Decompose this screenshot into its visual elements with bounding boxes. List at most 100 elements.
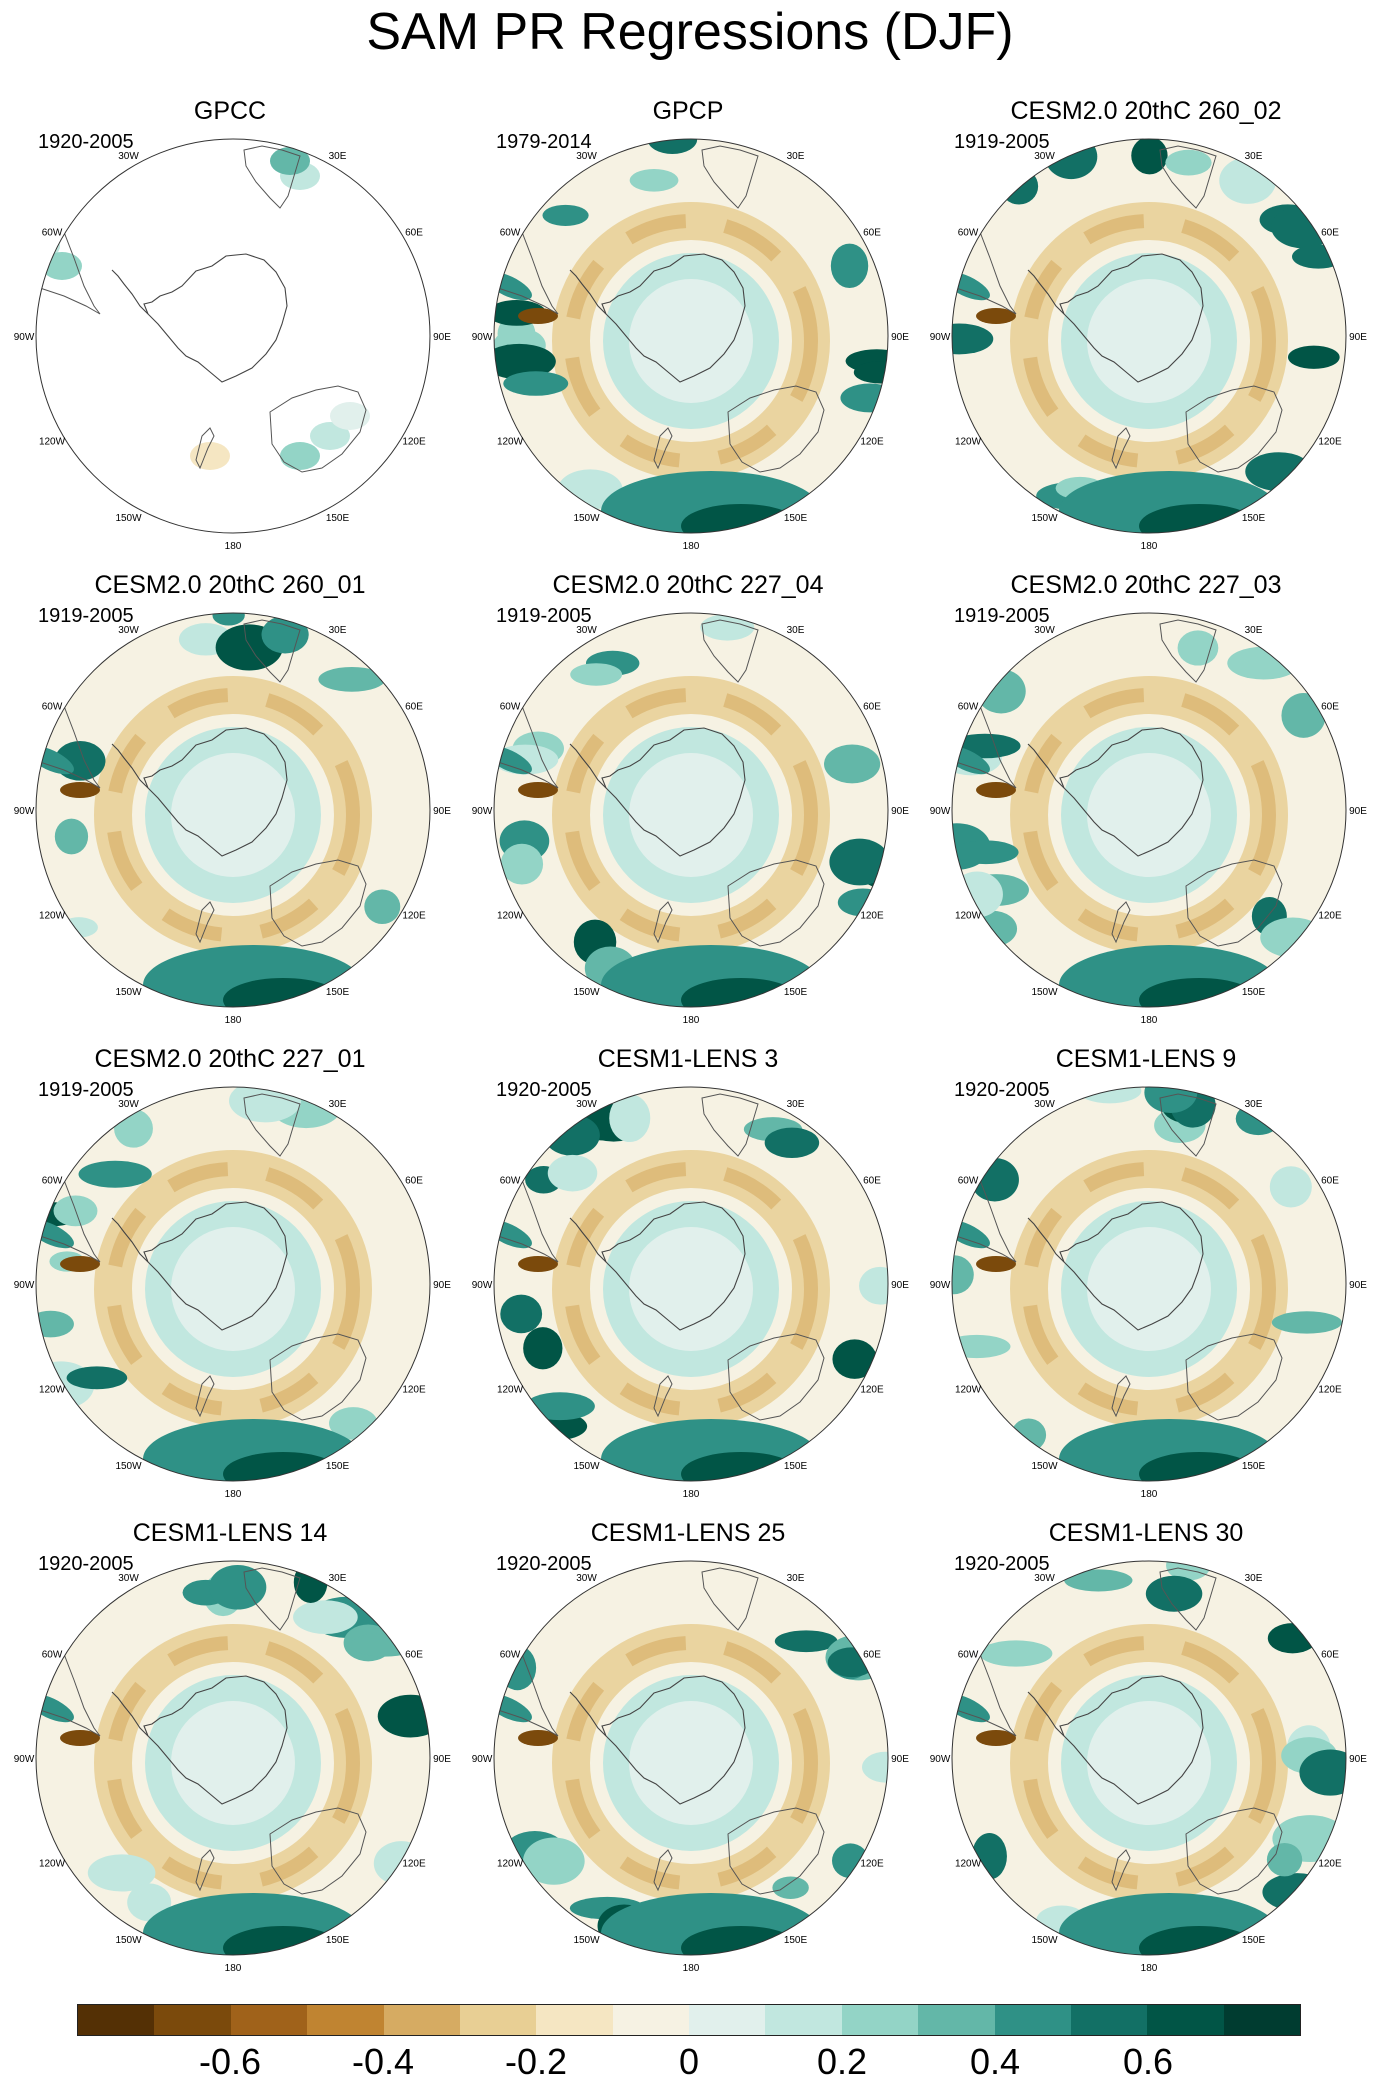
longitude-label: 90E (891, 806, 909, 817)
longitude-label: 60W (42, 702, 63, 713)
longitude-label: 150W (115, 513, 142, 524)
longitude-label: 120W (39, 1859, 66, 1870)
panel-period: 1920-2005 (496, 1079, 592, 1101)
polar-map: 030E60E90E120E150E180150W120W90W60W30W (14, 138, 451, 552)
panel-title: CESM1-LENS 3 (597, 1045, 779, 1073)
antarctica-outline (601, 253, 746, 383)
longitude-label: 90W (930, 806, 951, 817)
longitude-label: 30E (787, 1573, 805, 1584)
map-panel: CESM2.0 20thC 227_011919-2005030E60E90E1… (0, 1044, 460, 1518)
antarctica-outline (1059, 253, 1204, 383)
panel-period: 1920-2005 (38, 1553, 134, 1575)
colorbar-segment (994, 2005, 1071, 2035)
precip-anomaly-patch (764, 1127, 820, 1158)
precip-anomaly-patch (270, 147, 310, 175)
polar-map: 030E60E90E120E150E180150W120W90W60W30W (14, 612, 451, 1026)
longitude-label: 30W (118, 151, 139, 162)
longitude-label: 120W (497, 1859, 524, 1870)
longitude-label: 120W (955, 437, 982, 448)
longitude-label: 90E (433, 1754, 451, 1765)
panel-title: GPCC (193, 97, 267, 125)
longitude-label: 120E (402, 437, 426, 448)
precip-anomaly-patch (976, 1256, 1016, 1272)
longitude-label: 180 (1141, 541, 1158, 552)
longitude-label: 150E (784, 1935, 808, 1946)
dry-ring-core (106, 1162, 360, 1416)
colorbar-segment (78, 2005, 155, 2035)
precip-anomaly-patch (318, 666, 386, 692)
map-panel: GPCP1979-2014030E60E90E120E150E180150W12… (458, 96, 918, 570)
panel-period: 1919-2005 (38, 605, 134, 627)
longitude-label: 60W (42, 228, 63, 239)
map-boundary (951, 138, 1347, 534)
precip-anomaly-patch (66, 1366, 128, 1390)
longitude-label: 150E (326, 987, 350, 998)
longitude-label: 30W (118, 625, 139, 636)
longitude-label: 120E (1318, 911, 1342, 922)
longitude-label: 60E (405, 1650, 423, 1661)
longitude-label: 90W (14, 332, 35, 343)
precip-anomaly-patch (1262, 1873, 1332, 1912)
colorbar-segment (230, 2005, 308, 2035)
polar-map: 030E60E90E120E150E180150W120W90W60W30W (930, 138, 1367, 552)
longitude-label: 60E (405, 228, 423, 239)
longitude-label: 150W (1031, 1935, 1058, 1946)
polar-map: 030E60E90E120E150E180150W120W90W60W30W (930, 1086, 1367, 1500)
colorbar-tick-label: -0.4 (351, 2041, 415, 2082)
dry-ring-core (106, 688, 360, 942)
precip-anomaly-patch (774, 1630, 838, 1653)
map-boundary (493, 612, 889, 1008)
precip-anomaly-patch (500, 843, 544, 885)
longitude-label: 30W (118, 1099, 139, 1110)
dry-ring-core (564, 1636, 818, 1890)
precip-anomaly-patch (523, 1327, 563, 1370)
longitude-label: 120W (955, 1859, 982, 1870)
longitude-label: 90E (891, 1280, 909, 1291)
longitude-label: 60W (958, 702, 979, 713)
map-panel: CESM2.0 20thC 227_031919-2005030E60E90E1… (916, 570, 1376, 1044)
longitude-label: 90W (472, 1754, 493, 1765)
precip-anomaly-patch (830, 243, 869, 289)
map-panel: CESM2.0 20thC 227_041919-2005030E60E90E1… (458, 570, 918, 1044)
precip-anomaly-patch (87, 1854, 156, 1892)
map-boundary (493, 1086, 889, 1482)
longitude-label: 30W (1034, 1099, 1055, 1110)
longitude-label: 30E (787, 151, 805, 162)
longitude-label: 30E (1245, 1099, 1263, 1110)
precip-anomaly-patch (1145, 1575, 1203, 1612)
precip-anomaly-patch (60, 917, 98, 938)
precip-anomaly-patch (280, 442, 320, 470)
map-panel: CESM1-LENS 251920-2005030E60E90E120E150E… (458, 1518, 918, 1992)
precip-anomaly-patch (952, 1255, 974, 1295)
longitude-label: 150W (1031, 987, 1058, 998)
dry-ring-core (106, 1636, 360, 1890)
colorbar-tick-label: 0.4 (969, 2041, 1021, 2082)
colorbar-tick-label: 0.2 (816, 2041, 868, 2082)
colorbar-segment (765, 2005, 842, 2035)
longitude-label: 120W (39, 437, 66, 448)
map-panel: CESM1-LENS 91920-2005030E60E90E120E150E1… (916, 1044, 1376, 1518)
longitude-label: 120W (497, 1385, 524, 1396)
colorbar-tick-label: -0.6 (198, 2041, 262, 2082)
map-boundary (35, 138, 431, 534)
antarctica-outline (143, 727, 288, 857)
antarctica-outline (601, 1201, 746, 1331)
map-boundary (951, 612, 1347, 1008)
precip-anomaly-patch (700, 613, 755, 641)
map-boundary (951, 1086, 1347, 1482)
longitude-label: 30W (1034, 1573, 1055, 1584)
longitude-label: 30E (787, 1099, 805, 1110)
longitude-label: 90E (433, 1280, 451, 1291)
precip-anomaly-patch (1219, 157, 1277, 204)
precip-anomaly-patch (859, 1266, 888, 1305)
longitude-label: 90W (930, 1754, 951, 1765)
precip-anomaly-patch (1227, 646, 1300, 680)
precip-anomaly-patch (60, 1256, 100, 1272)
longitude-label: 90E (1349, 1280, 1367, 1291)
longitude-label: 90W (14, 806, 35, 817)
panel-period: 1920-2005 (954, 1079, 1050, 1101)
map-panel: CESM1-LENS 141920-2005030E60E90E120E150E… (0, 1518, 460, 1992)
precip-anomaly-patch (952, 1334, 1011, 1359)
colorbar-tick-label: 0.6 (1122, 2041, 1174, 2082)
longitude-label: 90E (1349, 332, 1367, 343)
